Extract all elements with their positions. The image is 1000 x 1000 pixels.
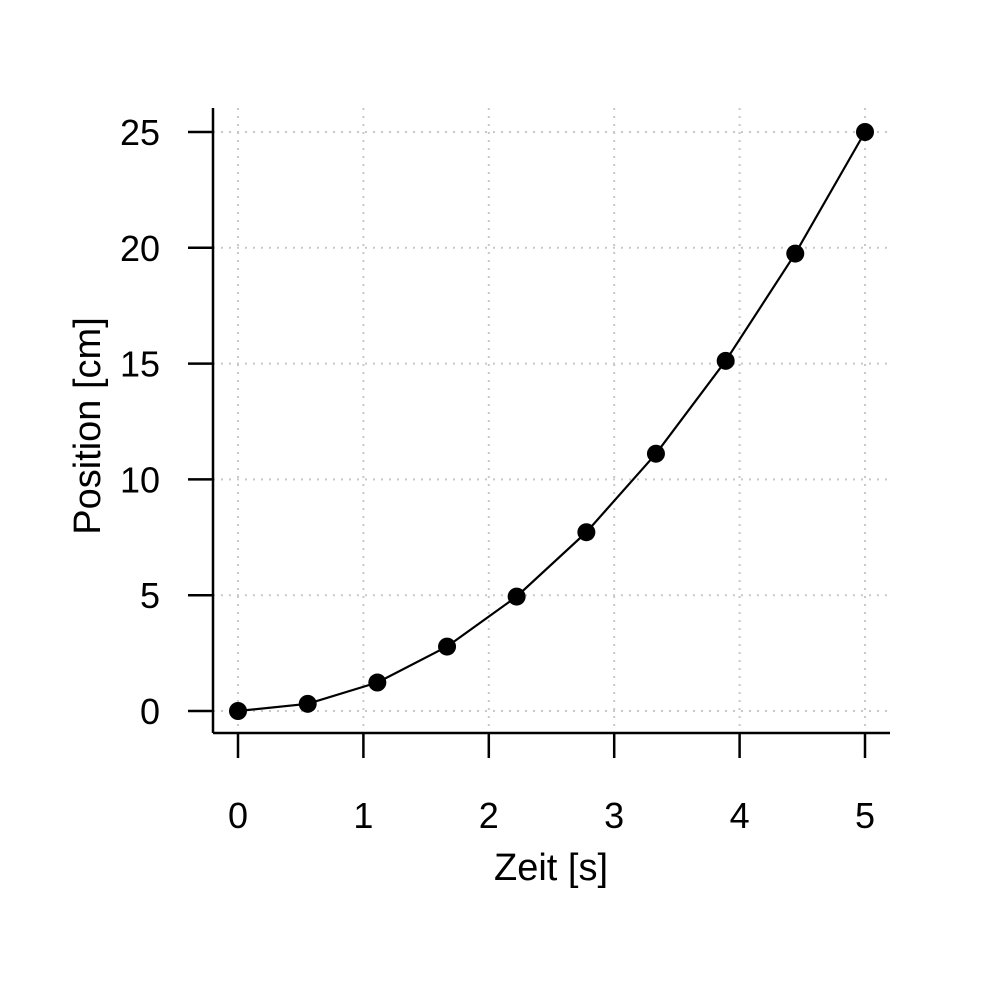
y-tick-label: 20 xyxy=(120,228,160,269)
y-axis-label: Position [cm] xyxy=(67,317,109,535)
x-axis-ticks: 0 1 2 3 4 5 xyxy=(228,733,875,836)
x-tick-label: 4 xyxy=(730,795,750,836)
series-line xyxy=(237,131,866,713)
y-tick-label: 15 xyxy=(120,344,160,385)
data-point xyxy=(786,244,805,263)
x-tick-label: 5 xyxy=(855,795,875,836)
y-tick-label: 0 xyxy=(140,691,160,732)
x-tick-label: 1 xyxy=(353,795,373,836)
y-axis-ticks: 0 5 10 15 20 25 xyxy=(120,112,213,732)
x-axis-label: Zeit [s] xyxy=(494,847,608,889)
data-point xyxy=(507,587,526,606)
data-point xyxy=(716,351,735,370)
x-tick-label: 3 xyxy=(604,795,624,836)
data-point xyxy=(298,694,317,713)
data-point xyxy=(577,523,596,542)
axes xyxy=(211,108,890,735)
data-point xyxy=(438,637,457,656)
data-point xyxy=(229,702,247,720)
y-tick-label: 10 xyxy=(120,459,160,500)
data-point xyxy=(856,123,874,141)
grid xyxy=(213,108,890,733)
x-tick-label: 0 xyxy=(228,795,248,836)
y-tick-label: 25 xyxy=(120,112,160,153)
series-group xyxy=(229,123,874,720)
x-tick-label: 2 xyxy=(479,795,499,836)
data-point xyxy=(368,673,387,692)
data-point xyxy=(646,444,665,463)
y-tick-label: 5 xyxy=(140,575,160,616)
